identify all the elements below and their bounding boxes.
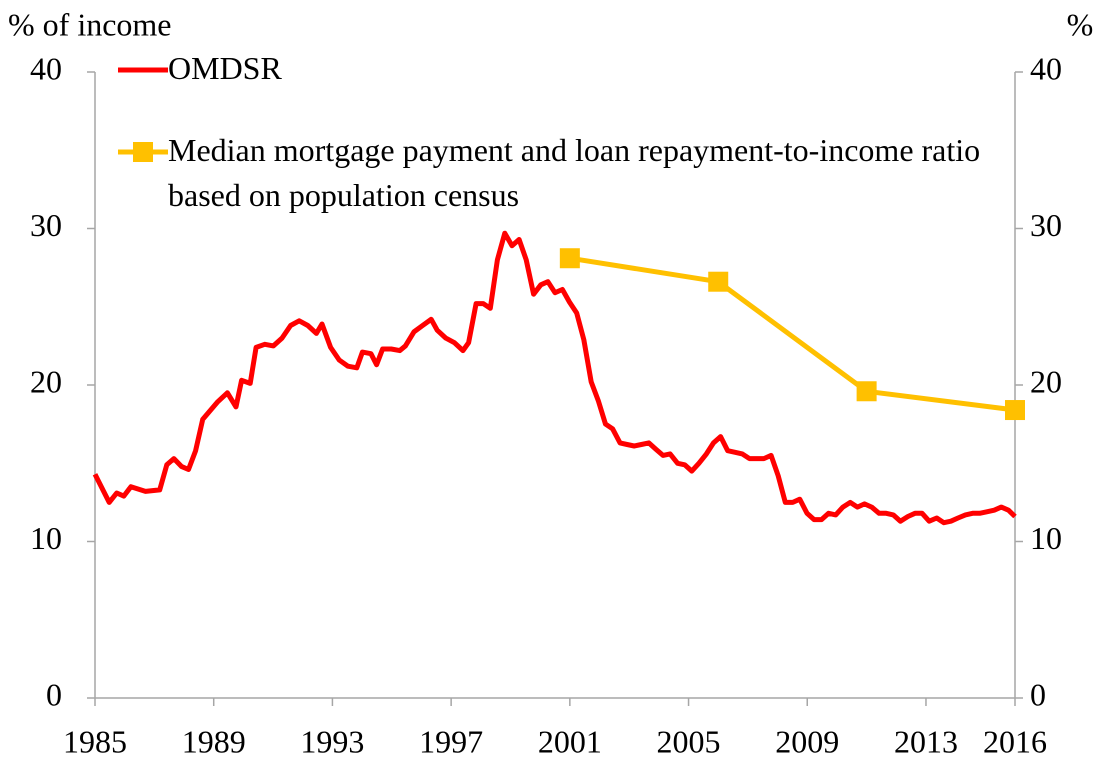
x-tick-label: 1989 xyxy=(182,723,246,759)
y-tick-label: 20 xyxy=(30,363,62,399)
series-line xyxy=(92,230,1017,526)
y-tick-label: 0 xyxy=(46,676,62,712)
x-tick-label: 1997 xyxy=(419,723,483,759)
x-tick-label: 1993 xyxy=(300,723,364,759)
series-marker xyxy=(559,248,580,269)
x-tick-label: 2013 xyxy=(894,723,958,759)
y-tick-label: 30 xyxy=(30,207,62,243)
y2-tick-label: 20 xyxy=(1030,363,1062,399)
y2-tick-label: 10 xyxy=(1030,520,1062,556)
x-tick-label: 2009 xyxy=(775,723,839,759)
legend-label: Median mortgage payment and loan repayme… xyxy=(168,132,981,213)
y2-tick-label: 40 xyxy=(1030,50,1062,86)
y2-axis-label: % xyxy=(1067,6,1094,42)
y-tick-label: 40 xyxy=(30,50,62,86)
x-tick-label: 2005 xyxy=(657,723,721,759)
x-tick-label: 2001 xyxy=(538,723,602,759)
y2-tick-label: 30 xyxy=(1030,207,1062,243)
legend-entry: Median mortgage payment and loan repayme… xyxy=(168,132,981,213)
legend-label: OMDSR xyxy=(168,50,282,86)
x-tick-label: 1985 xyxy=(63,723,127,759)
x-tick-label: 2016 xyxy=(983,723,1047,759)
legend-marker xyxy=(133,142,153,162)
series-line xyxy=(569,255,1016,413)
series-marker xyxy=(1005,400,1025,421)
legend-entry: OMDSR xyxy=(168,50,282,86)
y2-tick-label: 0 xyxy=(1030,676,1046,712)
series-marker xyxy=(856,381,877,402)
y-tick-label: 10 xyxy=(30,520,62,556)
y-axis-label: % of income xyxy=(8,6,172,42)
series-marker xyxy=(708,271,729,292)
